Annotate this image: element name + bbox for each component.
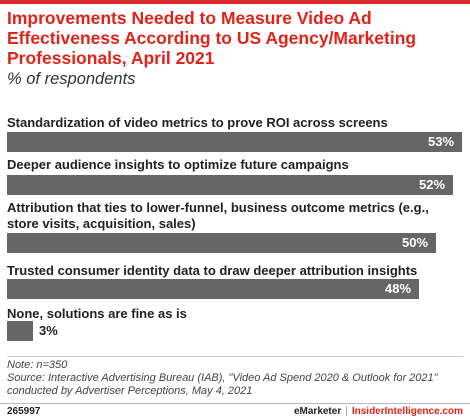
bar: [7, 321, 33, 341]
footer-divider: [0, 403, 470, 404]
chart-id: 265997: [7, 406, 41, 417]
bar: [7, 279, 419, 299]
bar-value-label: 50%: [402, 235, 429, 250]
bar-value-label: 52%: [419, 177, 446, 192]
chart-title: Improvements Needed to Measure Video Ad …: [7, 8, 417, 68]
category-label: Attribution that ties to lower-funnel, b…: [7, 200, 429, 231]
top-accent-rule: [0, 0, 470, 4]
emarketer-brand: eMarketer: [293, 406, 342, 417]
category-label: Deeper audience insights to optimize fut…: [7, 157, 349, 172]
brand-separator: |: [345, 406, 348, 417]
bar: [7, 233, 436, 253]
notes-divider: [7, 356, 463, 357]
chart-notes: Note: n=350 Source: Interactive Advertis…: [7, 359, 463, 398]
chart-subtitle: % of respondents: [7, 70, 136, 88]
bar-value-label: 53%: [428, 134, 455, 149]
brand-attribution: eMarketer | InsiderIntelligence.com: [294, 405, 463, 419]
category-label: Trusted consumer identity data to draw d…: [7, 263, 418, 278]
source-text: Source: Interactive Advertising Bureau (…: [7, 372, 438, 397]
category-label: None, solutions are fine as is: [7, 306, 187, 321]
bar: [7, 132, 462, 152]
footer: 265997 eMarketer | InsiderIntelligence.com: [7, 405, 463, 419]
bar-value-label: 3%: [39, 323, 58, 338]
bar-value-label: 48%: [385, 281, 412, 296]
category-label: Standardization of video metrics to prov…: [7, 115, 388, 130]
note-text: Note: n=350: [7, 359, 68, 371]
bar: [7, 175, 453, 195]
insider-intelligence-link[interactable]: InsiderIntelligence.com: [351, 406, 463, 417]
